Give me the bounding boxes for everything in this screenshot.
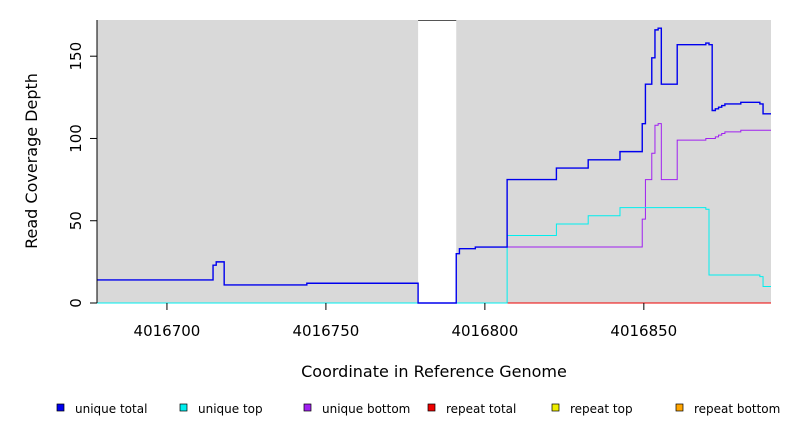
series-line-unique-top	[97, 207, 771, 304]
series-line-unique-bottom	[507, 123, 771, 248]
legend-label: repeat top	[570, 402, 633, 416]
y-tick-label: 150	[67, 42, 85, 71]
y-tick-label: 100	[67, 124, 85, 153]
legend-label: unique top	[198, 402, 263, 416]
legend-label: repeat bottom	[694, 402, 780, 416]
axes: 0 50 100 150 4016700 4016750 4016800 4016850	[67, 20, 677, 340]
x-tick-label: 4016700	[134, 322, 201, 340]
legend-swatch	[551, 403, 560, 412]
legend: unique total unique top unique bottom repea…	[56, 402, 780, 416]
y-tick-label: 0	[67, 298, 85, 308]
legend-swatch	[179, 403, 188, 412]
legend-swatch	[427, 403, 436, 412]
x-tick-label: 4016850	[610, 322, 677, 340]
legend-label: repeat total	[446, 402, 516, 416]
x-axis-title: Coordinate in Reference Genome	[301, 362, 567, 381]
legend-label: unique total	[75, 402, 147, 416]
x-tick-label: 4016800	[451, 322, 518, 340]
series-line-unique-total	[97, 27, 771, 304]
legend-swatch	[675, 403, 684, 412]
legend-swatch	[303, 403, 312, 412]
series-lines	[97, 27, 771, 304]
y-tick-label: 50	[67, 211, 85, 230]
gap-region	[418, 20, 457, 303]
plot-panel	[97, 20, 771, 303]
legend-label: unique bottom	[322, 402, 410, 416]
x-tick-label: 4016750	[292, 322, 359, 340]
y-axis-title: Read Coverage Depth	[22, 73, 41, 249]
legend-swatch	[56, 403, 65, 412]
